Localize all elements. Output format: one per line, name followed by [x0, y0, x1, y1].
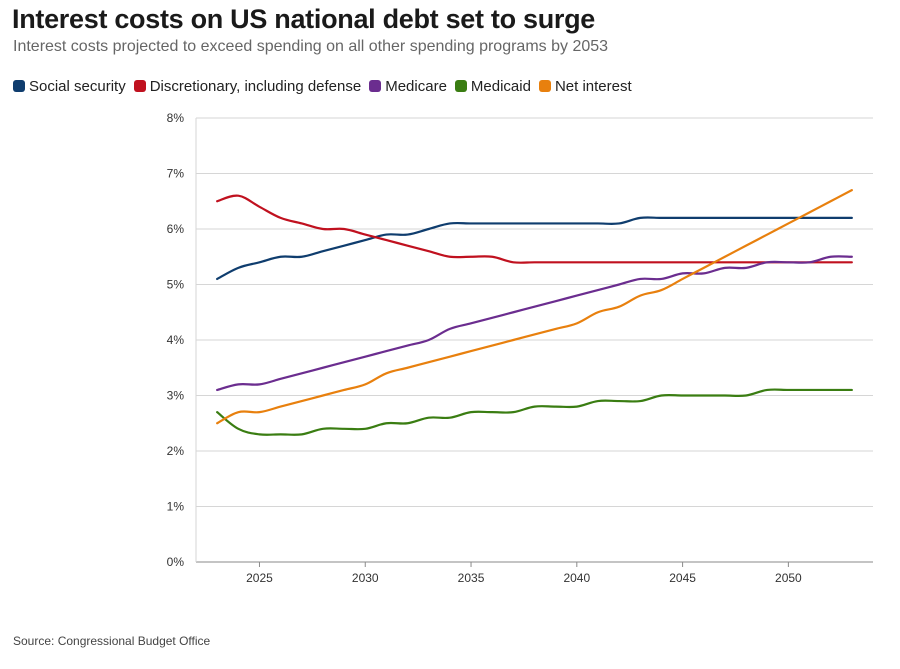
- x-tick-label: 2045: [669, 571, 696, 585]
- series-line-social-security: [216, 216, 853, 281]
- y-tick-label: 7%: [167, 167, 185, 181]
- x-tick-label: 2050: [775, 571, 802, 585]
- y-tick-label: 1%: [167, 500, 185, 514]
- chart-title: Interest costs on US national debt set t…: [12, 4, 595, 34]
- series-line-net-interest: [216, 189, 853, 425]
- legend-label: Net interest: [554, 77, 632, 95]
- legend-item-discretionary[interactable]: Discretionary, including defense: [133, 77, 362, 95]
- legend-item-net-interest[interactable]: Net interest: [538, 77, 632, 95]
- legend: Social security Discretionary, including…: [13, 76, 640, 96]
- y-tick-label: 2%: [167, 444, 185, 458]
- legend-swatch: [454, 80, 467, 92]
- x-tick-label: 2035: [458, 571, 485, 585]
- y-tick-label: 8%: [167, 111, 185, 125]
- y-tick-label: 0%: [167, 555, 185, 569]
- legend-swatch: [133, 80, 146, 92]
- series-line-medicare: [216, 255, 853, 392]
- legend-label: Medicaid: [470, 77, 531, 95]
- y-tick-label: 4%: [167, 333, 185, 347]
- legend-swatch: [13, 80, 25, 92]
- legend-label: Discretionary, including defense: [149, 77, 362, 95]
- legend-label: Social security: [29, 77, 126, 95]
- series-layer: [216, 189, 853, 436]
- y-tick-label: 3%: [167, 389, 185, 403]
- x-tick-label: 2040: [563, 571, 590, 585]
- series-line-medicaid: [216, 388, 853, 436]
- x-tick-label: 2025: [246, 571, 273, 585]
- legend-swatch: [369, 80, 382, 92]
- legend-item-medicaid[interactable]: Medicaid: [454, 77, 531, 95]
- chart-subtitle: Interest costs projected to exceed spend…: [13, 38, 609, 55]
- axis-layer: 0% 1% 2% 3% 4% 5% 6% 7% 8% 2025 2030 2035 2040 2045 20…: [167, 111, 802, 585]
- legend-item-social-security[interactable]: Social security: [13, 78, 126, 95]
- source-note: Source: Congressional Budget Office: [13, 634, 211, 648]
- y-tick-label: 6%: [167, 222, 185, 236]
- grid-layer: [195, 117, 873, 563]
- series-line-discretionary-including-defense: [216, 194, 853, 264]
- legend-label: Medicare: [385, 77, 447, 95]
- legend-swatch: [538, 80, 551, 92]
- x-tick-label: 2030: [352, 571, 379, 585]
- y-tick-label: 5%: [167, 278, 185, 292]
- legend-item-medicare[interactable]: Medicare: [369, 78, 447, 95]
